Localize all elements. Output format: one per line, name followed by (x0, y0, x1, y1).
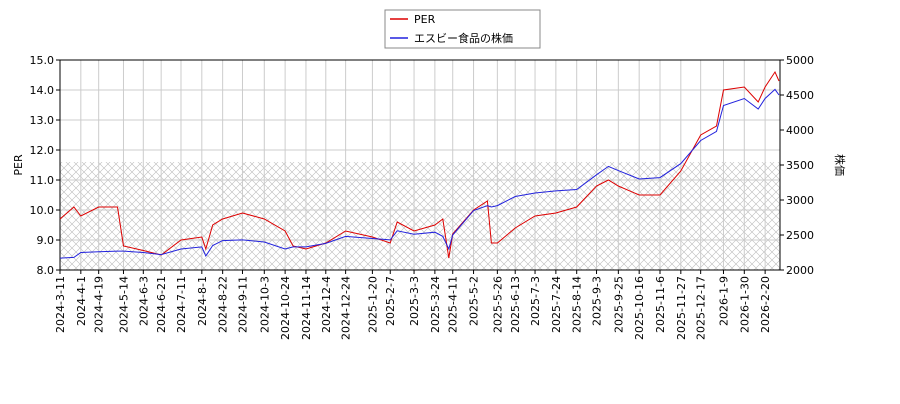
x-tick-label: 2024-4-19 (93, 276, 106, 333)
x-tick-label: 2024-10-24 (279, 276, 292, 340)
x-tick-label: 2025-12-17 (695, 276, 708, 340)
x-tick-label: 2024-4-1 (75, 276, 88, 326)
x-tick-label: 2026-2-20 (759, 276, 772, 333)
y2-tick-label: 2000 (786, 264, 814, 277)
x-tick-label: 2026-1-9 (717, 276, 730, 326)
y-tick-label: 14.0 (30, 84, 55, 97)
x-tick-label: 2025-7-24 (550, 276, 563, 333)
x-tick-label: 2024-8-1 (196, 276, 209, 326)
hatch-band (60, 162, 780, 270)
x-tick-label: 2024-12-4 (320, 276, 333, 333)
x-tick-label: 2025-5-26 (491, 276, 504, 333)
legend-label: エスビー食品の株価 (414, 31, 513, 45)
y2-tick-label: 4000 (786, 124, 814, 137)
y2-axis-label: 株価 (833, 154, 847, 176)
x-tick-label: 2024-10-3 (258, 276, 271, 333)
x-tick-label: 2025-3-3 (408, 276, 421, 326)
x-tick-label: 2025-10-16 (633, 276, 646, 340)
x-tick-label: 2025-4-11 (447, 276, 460, 333)
x-tick-label: 2024-3-11 (54, 276, 67, 333)
y2-tick-label: 4500 (786, 89, 814, 102)
legend-label: PER (414, 13, 436, 26)
x-tick-label: 2025-3-24 (429, 276, 442, 333)
plot-frame (59, 59, 781, 271)
x-tick-label: 2024-6-3 (137, 276, 150, 326)
series-line (59, 88, 780, 259)
legend-box (384, 9, 541, 49)
y-tick-label: 9.0 (37, 234, 55, 247)
x-tick-label: 2024-12-24 (340, 276, 353, 340)
x-tick-label: 2024-8-22 (217, 276, 230, 333)
y-tick-label: 8.0 (37, 264, 55, 277)
x-tick-label: 2026-1-30 (738, 276, 751, 333)
y-tick-label: 10.0 (30, 204, 55, 217)
x-tick-label: 2025-11-6 (654, 276, 667, 333)
x-tick-label: 2024-5-14 (117, 276, 130, 333)
y-tick-label: 15.0 (30, 54, 55, 67)
y-axis-label: PER (12, 154, 25, 176)
x-tick-label: 2025-7-3 (529, 276, 542, 326)
y2-tick-label: 3000 (786, 194, 814, 207)
x-tick-label: 2024-9-11 (236, 276, 249, 333)
x-tick-label: 2025-6-13 (509, 276, 522, 333)
x-tick-label: 2024-6-21 (155, 276, 168, 333)
x-tick-label: 2025-11-27 (675, 276, 688, 340)
x-tick-label: 2025-8-14 (571, 276, 584, 333)
y-tick-label: 12.0 (30, 144, 55, 157)
x-tick-label: 2025-9-3 (591, 276, 604, 326)
x-tick-label: 2024-7-11 (175, 276, 188, 333)
x-tick-label: 2025-5-2 (468, 276, 481, 326)
y2-tick-label: 3500 (786, 159, 814, 172)
x-tick-label: 2025-9-25 (612, 276, 625, 333)
x-tick-label: 2024-11-14 (300, 276, 313, 340)
legend: PER エスビー食品の株価 (384, 9, 541, 49)
y-tick-label: 13.0 (30, 114, 55, 127)
x-tick-label: 2025-2-7 (384, 276, 397, 326)
y2-tick-label: 5000 (786, 54, 814, 67)
x-tick-label: 2025-1-20 (366, 276, 379, 333)
y-tick-label: 11.0 (30, 174, 55, 187)
series-line (59, 70, 780, 259)
y2-tick-label: 2500 (786, 229, 814, 242)
